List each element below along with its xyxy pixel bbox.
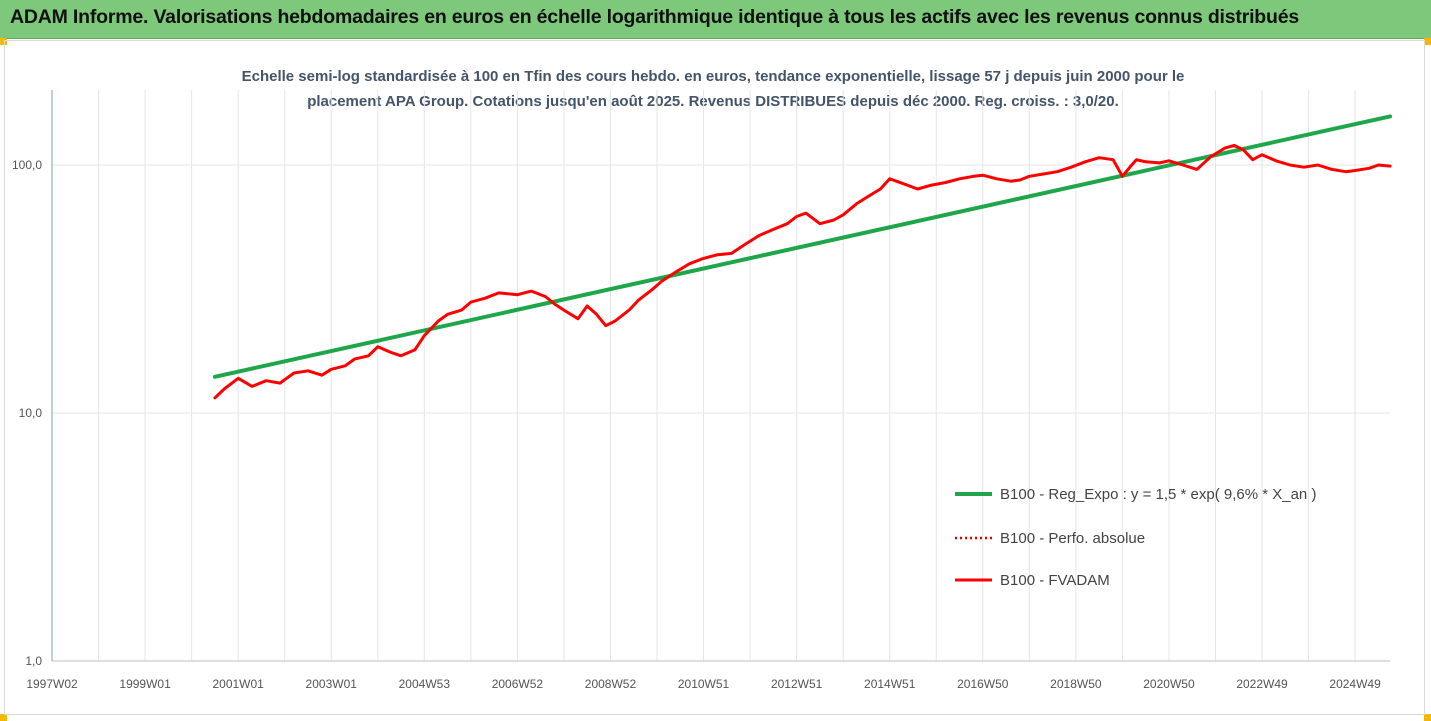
chart-subtitle-line-1: Echelle semi-log standardisée à 100 en T…: [242, 68, 1185, 85]
x-tick-label: 2014W51: [864, 677, 916, 691]
corner-marker-bottom-left: [0, 714, 7, 721]
header-bar: ADAM Informe. Valorisations hebdomadaire…: [0, 0, 1431, 39]
x-tick-label: 2001W01: [212, 677, 264, 691]
legend-label-1: B100 - Reg_Expo : y = 1,5 * exp( 9,6% * …: [1000, 486, 1316, 503]
chart-subtitle-line-2: placement APA Group. Cotations jusqu'en …: [307, 93, 1119, 110]
x-tick-label: 2004W53: [399, 677, 451, 691]
chart-frame: [4, 40, 1425, 715]
corner-marker-top-left: [0, 38, 7, 45]
chart-legend: B100 - Reg_Expo : y = 1,5 * exp( 9,6% * …: [955, 486, 1316, 589]
x-tick-label: 2012W51: [771, 677, 823, 691]
x-tick-label: 2016W50: [957, 677, 1009, 691]
x-tick-label: 2008W52: [585, 677, 637, 691]
x-tick-label: 1999W01: [119, 677, 171, 691]
page-title: ADAM Informe. Valorisations hebdomadaire…: [10, 6, 1300, 28]
series-line-1: [212, 114, 1392, 379]
chart-axes: 1,0 10,0 100,0 1997W02 1999W01 2001W01 2003W01…: [12, 90, 1390, 691]
x-tick-label: 1997W02: [26, 677, 78, 691]
x-tick-label: 2010W51: [678, 677, 730, 691]
legend-label-3: B100 - FVADAM: [1000, 572, 1110, 589]
y-tick-label: 1,0: [25, 654, 42, 668]
x-tick-label: 2003W01: [306, 677, 358, 691]
series-line-3: [213, 143, 1392, 400]
legend-label-2: B100 - Perfo. absolue: [1000, 530, 1145, 547]
y-tick-label: 100,0: [12, 158, 42, 172]
x-tick-label: 2024W49: [1329, 677, 1381, 691]
x-tick-label: 2018W50: [1050, 677, 1102, 691]
corner-marker-bottom-right: [1424, 714, 1431, 721]
y-tick-label: 10,0: [19, 406, 43, 420]
x-tick-label: 2020W50: [1143, 677, 1195, 691]
chart-series: [212, 114, 1392, 400]
corner-marker-top-right: [1424, 38, 1431, 45]
x-tick-label: 2022W49: [1236, 677, 1288, 691]
x-tick-label: 2006W52: [492, 677, 544, 691]
chart-gridlines: [52, 90, 1390, 662]
